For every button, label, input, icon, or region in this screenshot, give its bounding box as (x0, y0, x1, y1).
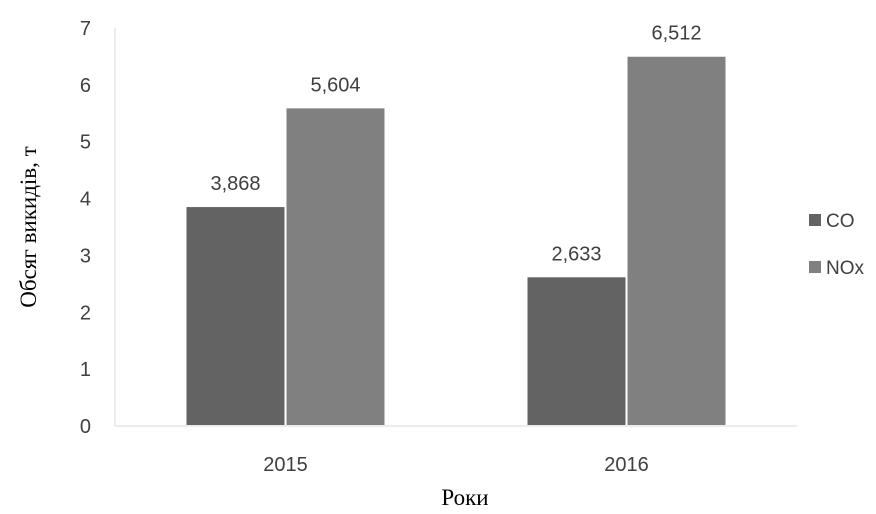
y-axis-title: Обсяг викидів, т (16, 146, 41, 307)
bars (184, 54, 728, 428)
legend-label-co: CO (826, 211, 855, 232)
y-tick-label: 7 (80, 18, 91, 40)
data-label: 6,512 (651, 23, 701, 45)
y-axis-ticks: 0 1 2 3 4 5 6 7 (80, 18, 91, 438)
data-label: 5,604 (310, 74, 360, 96)
data-label: 2,633 (551, 243, 601, 265)
y-tick-label: 0 (80, 416, 91, 438)
legend-label-nox: NOx (826, 258, 865, 279)
x-tick-label: 2015 (263, 454, 308, 476)
legend-swatch-nox (809, 261, 821, 273)
bar-co-2016 (525, 275, 628, 427)
x-axis-ticks: 2015 2016 (263, 454, 649, 476)
data-label: 3,868 (210, 173, 260, 195)
bar-nox-2015 (284, 106, 387, 428)
y-tick-label: 5 (80, 132, 91, 154)
legend: CO NOx (809, 211, 865, 279)
x-axis-title: Роки (441, 485, 488, 510)
y-tick-label: 4 (80, 189, 91, 211)
y-tick-label: 3 (80, 245, 91, 267)
legend-swatch-co (809, 214, 821, 226)
y-tick-label: 1 (80, 359, 91, 381)
bar-co-2015 (184, 205, 287, 427)
bar-nox-2016 (625, 54, 728, 428)
data-labels: 3,868 5,604 2,633 6,512 (210, 23, 701, 266)
y-tick-label: 6 (80, 75, 91, 97)
x-tick-label: 2016 (604, 454, 649, 476)
y-tick-label: 2 (80, 302, 91, 324)
